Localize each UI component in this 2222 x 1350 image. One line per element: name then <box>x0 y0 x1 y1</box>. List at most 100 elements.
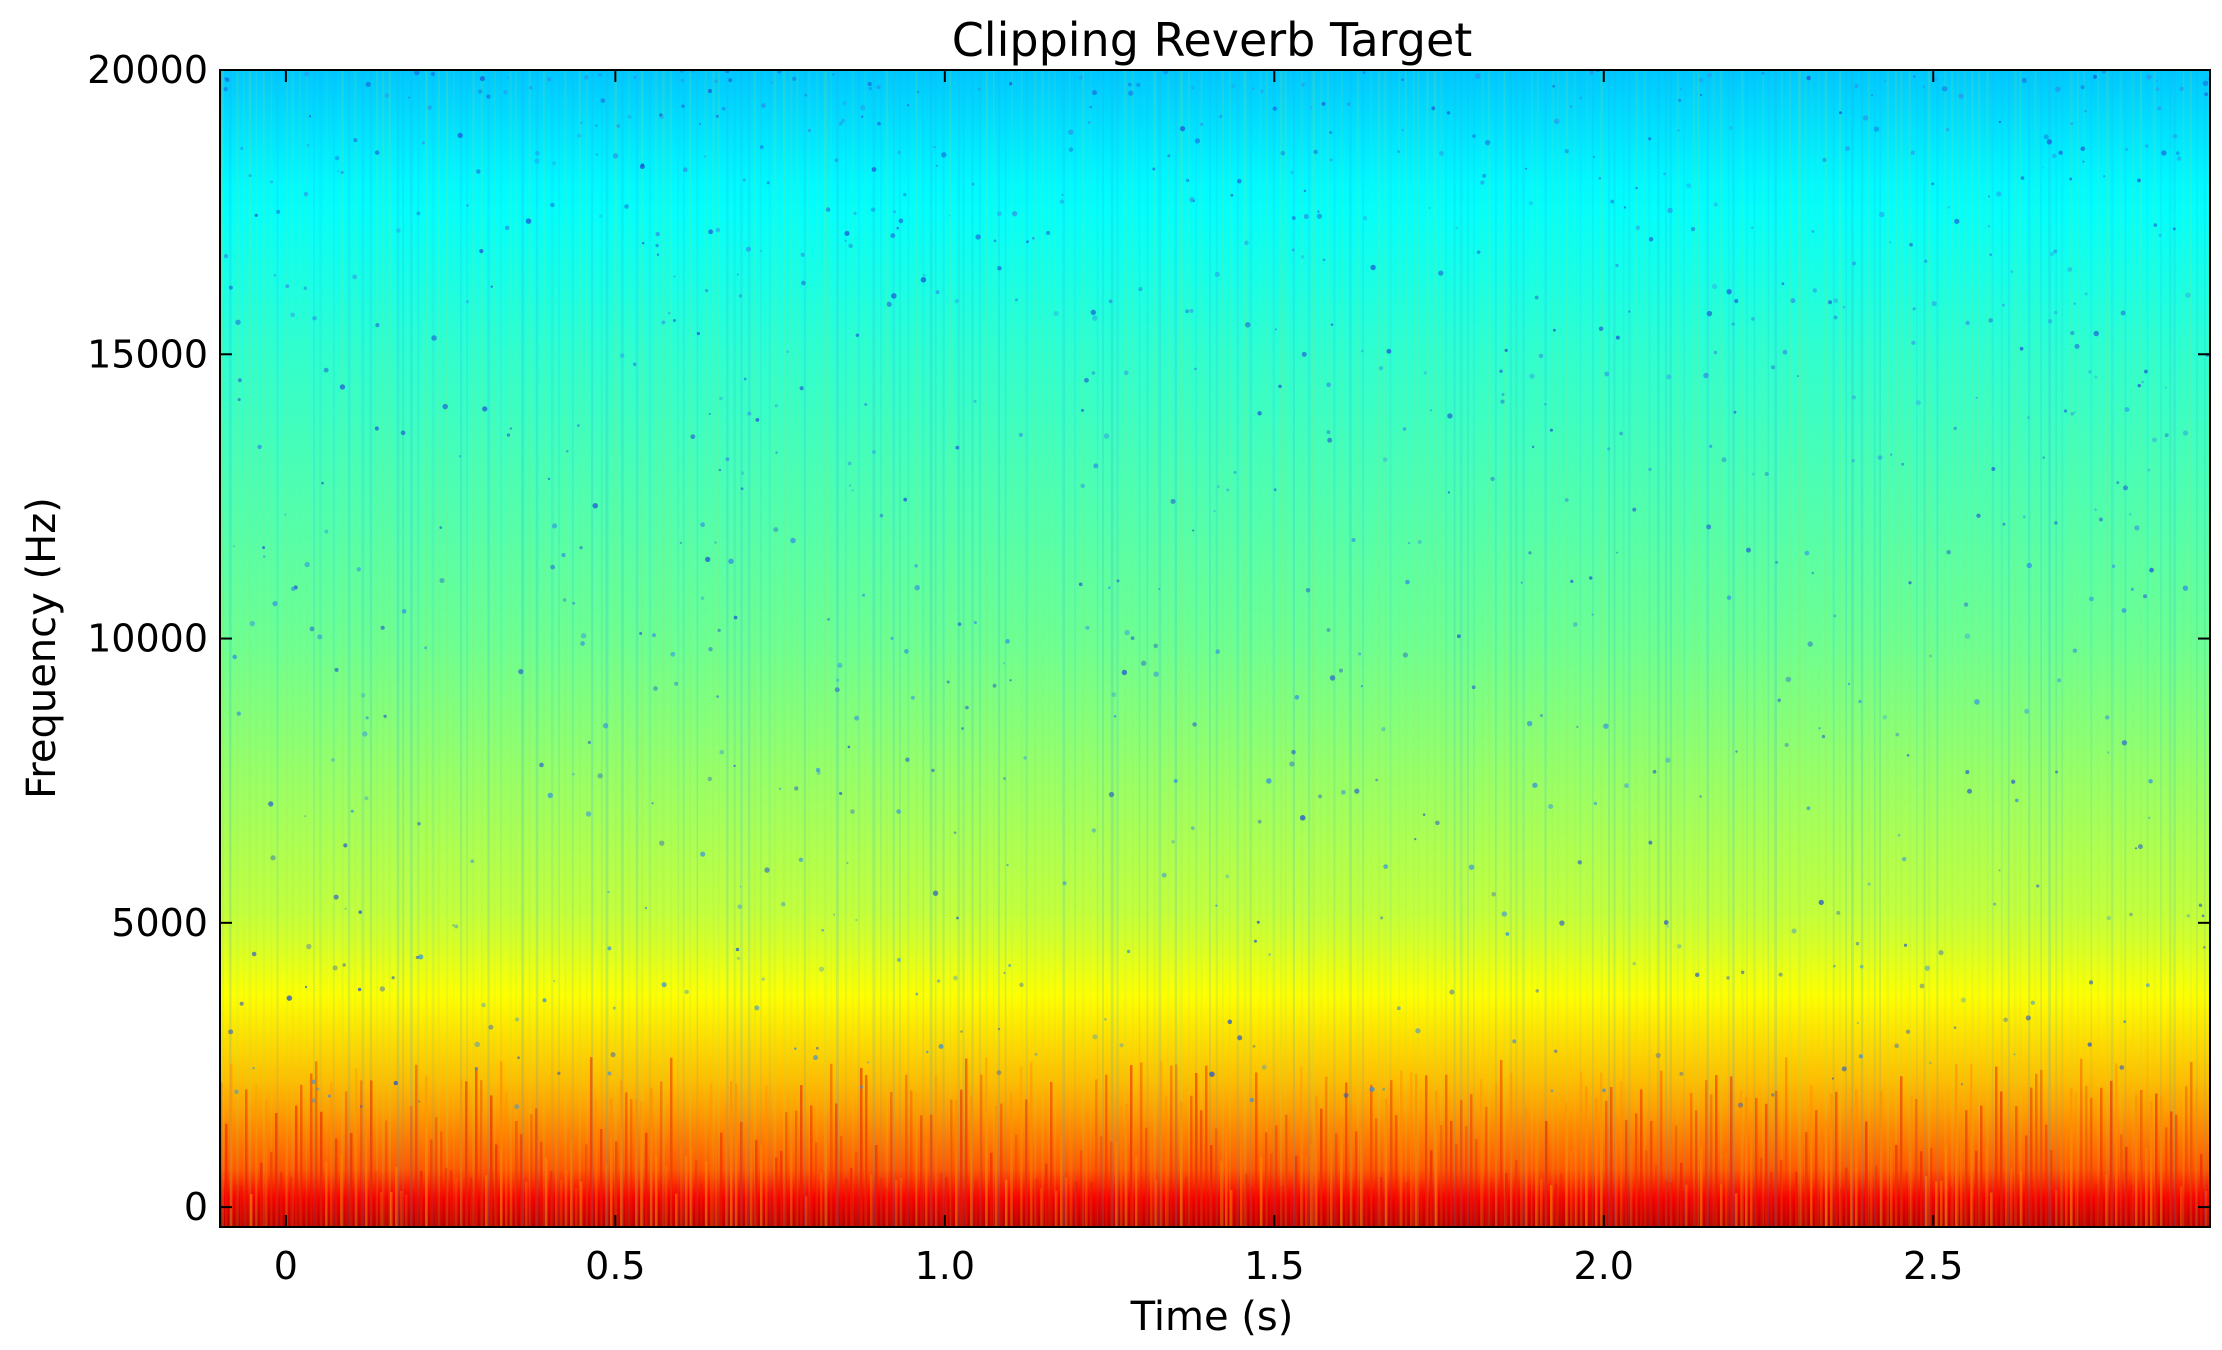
noise-speckle <box>736 956 741 960</box>
low-frequency-streak <box>2155 1093 2158 1227</box>
low-frequency-streak <box>2055 1190 2058 1227</box>
noise-speckle <box>1740 970 1745 975</box>
noise-speckle <box>2049 251 2055 257</box>
time-frame-stripe <box>1249 70 1253 1227</box>
time-frame-stripe <box>1557 70 1560 1227</box>
noise-speckle <box>1417 539 1422 545</box>
noise-speckle <box>1068 147 1074 152</box>
noise-speckle <box>641 241 645 245</box>
noise-speckle <box>2057 678 2062 683</box>
noise-speckle <box>1790 298 1796 304</box>
noise-speckle <box>580 641 585 646</box>
time-frame-stripe <box>1292 70 1295 1227</box>
noise-speckle <box>1877 455 1883 461</box>
noise-speckle <box>931 768 935 773</box>
low-frequency-streak <box>285 1131 288 1227</box>
low-frequency-streak <box>1510 1072 1513 1227</box>
noise-speckle <box>1127 82 1132 87</box>
low-frequency-streak <box>690 1146 693 1227</box>
low-frequency-streak <box>1930 1148 1933 1227</box>
low-frequency-streak <box>390 1191 393 1227</box>
low-frequency-streak <box>1750 1120 1753 1227</box>
low-frequency-streak <box>580 1181 583 1227</box>
noise-speckle <box>2203 945 2206 949</box>
time-frame-stripe <box>1635 70 1638 1227</box>
noise-speckle <box>1189 197 1195 203</box>
noise-speckle <box>1593 801 1598 806</box>
low-frequency-streak <box>1300 1066 1303 1227</box>
time-frame-stripe <box>1020 70 1023 1227</box>
low-frequency-streak <box>910 1090 913 1227</box>
noise-speckle <box>2069 177 2073 181</box>
noise-speckle <box>1632 507 1637 512</box>
time-frame-stripe <box>1228 70 1231 1227</box>
noise-speckle <box>886 301 891 306</box>
low-frequency-streak <box>765 1085 768 1227</box>
time-frame-stripe <box>1657 70 1660 1227</box>
noise-speckle <box>1321 101 1326 106</box>
noise-speckle <box>304 815 307 818</box>
noise-speckle <box>257 444 262 450</box>
noise-speckle <box>786 350 789 354</box>
noise-speckle <box>2043 134 2049 140</box>
noise-speckle <box>553 980 556 983</box>
noise-speckle <box>708 412 711 415</box>
low-frequency-streak <box>595 1100 598 1227</box>
noise-speckle <box>592 502 598 509</box>
low-frequency-streak <box>1020 1065 1023 1227</box>
noise-speckle <box>479 249 484 254</box>
time-frame-stripe <box>313 70 315 1227</box>
noise-speckle <box>1806 806 1811 811</box>
noise-speckle <box>639 631 643 635</box>
time-frame-stripe <box>1732 70 1735 1227</box>
noise-speckle <box>466 203 469 207</box>
noise-speckle <box>738 294 743 298</box>
low-frequency-streak <box>840 1136 843 1227</box>
noise-speckle <box>2073 411 2077 414</box>
noise-speckle <box>333 894 339 900</box>
noise-speckle <box>317 634 323 640</box>
noise-speckle <box>482 406 488 412</box>
noise-speckle <box>2129 912 2133 917</box>
noise-speckle <box>1963 602 1969 607</box>
noise-speckle <box>1360 684 1364 688</box>
noise-speckle <box>1113 715 1117 718</box>
time-frame-stripe <box>1034 70 1037 1227</box>
time-frame-stripe <box>2013 70 2017 1227</box>
noise-speckle <box>1975 396 1978 399</box>
noise-speckle <box>312 315 317 321</box>
noise-speckle <box>935 164 938 167</box>
noise-speckle <box>1648 467 1652 471</box>
low-frequency-streak <box>2030 1087 2033 1227</box>
noise-speckle <box>2176 156 2182 161</box>
low-frequency-streak <box>1635 1113 1638 1227</box>
time-frame-stripe <box>1740 70 1744 1227</box>
time-frame-stripe <box>381 70 385 1227</box>
time-frame-stripe <box>369 70 373 1227</box>
noise-speckle <box>612 153 619 159</box>
low-frequency-streak <box>1775 1090 1778 1227</box>
noise-speckle <box>1528 551 1532 555</box>
noise-speckle <box>1592 155 1596 159</box>
noise-speckle <box>640 163 645 167</box>
noise-speckle <box>941 152 947 158</box>
low-frequency-streak <box>685 1155 688 1227</box>
noise-speckle <box>518 669 524 675</box>
low-frequency-streak <box>445 1167 448 1227</box>
noise-speckle <box>1291 216 1296 220</box>
time-frame-stripe <box>1417 70 1420 1227</box>
noise-speckle <box>898 218 904 224</box>
low-frequency-streak <box>720 1132 723 1227</box>
noise-speckle <box>1233 470 1237 474</box>
low-frequency-streak <box>1340 1117 1343 1227</box>
time-frame-stripe <box>1412 70 1415 1227</box>
y-tick-label: 10000 <box>87 617 208 661</box>
low-frequency-streak <box>1430 1150 1433 1227</box>
noise-speckle <box>304 561 310 568</box>
noise-speckle <box>228 285 233 290</box>
low-frequency-streak <box>2070 1087 2073 1227</box>
noise-speckle <box>1677 129 1680 132</box>
noise-speckle <box>350 809 354 813</box>
low-frequency-streak <box>1050 1081 1053 1227</box>
noise-speckle <box>1170 498 1176 504</box>
